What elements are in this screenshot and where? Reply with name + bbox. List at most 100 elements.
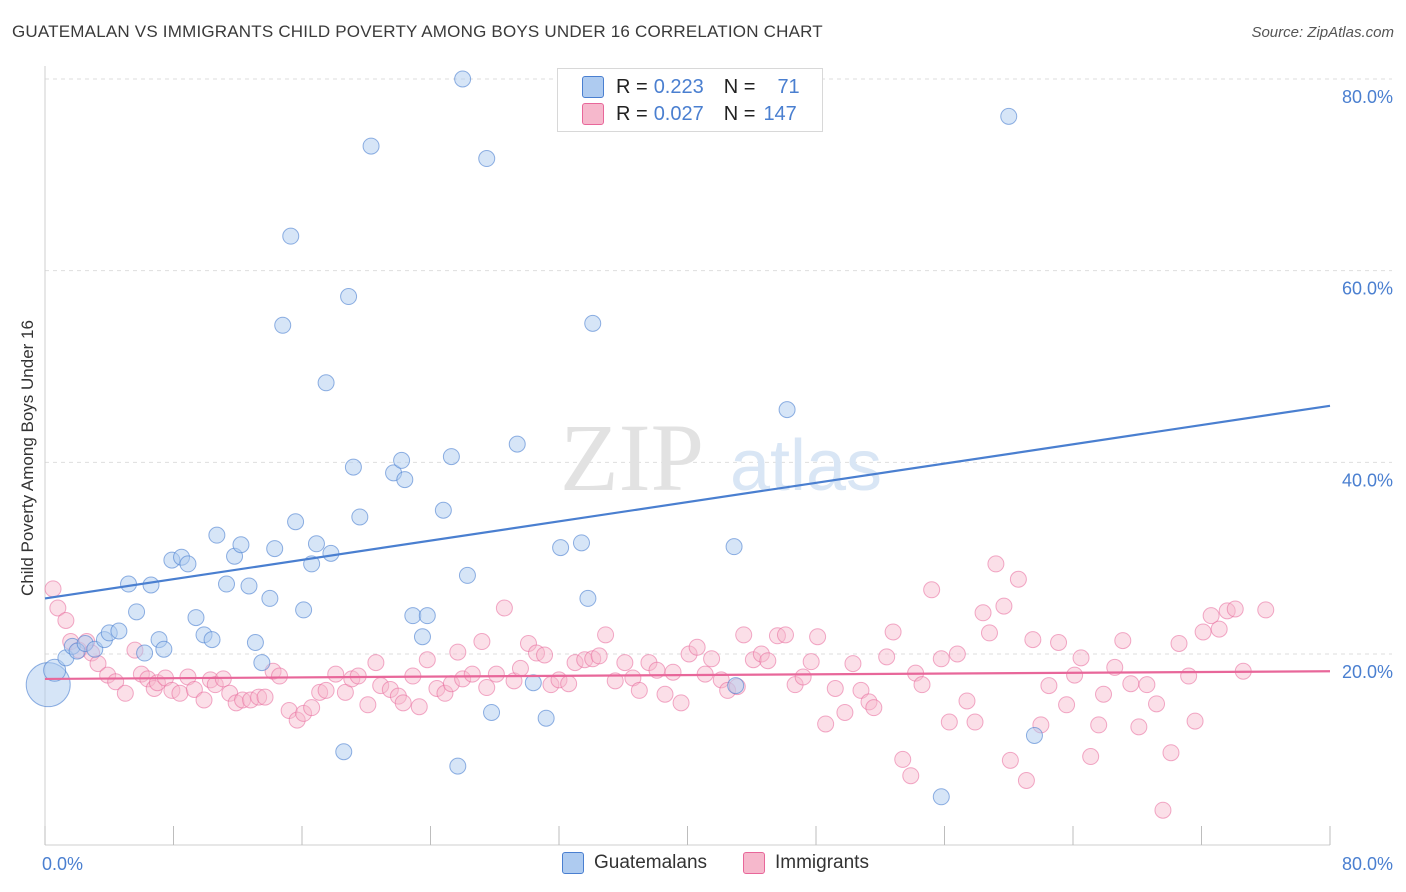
immigrant-point bbox=[894, 750, 912, 768]
immigrant-point bbox=[948, 645, 966, 663]
axes bbox=[44, 66, 1331, 846]
immigrant-point bbox=[1058, 696, 1076, 714]
immigrant-point bbox=[923, 581, 941, 599]
guatemalan-point bbox=[932, 788, 950, 806]
immigrant-point bbox=[1180, 667, 1198, 685]
immigrant-point bbox=[463, 665, 481, 683]
immigrant-point bbox=[844, 655, 862, 673]
immigrant-point bbox=[664, 663, 682, 681]
chart-title: GUATEMALAN VS IMMIGRANTS CHILD POVERTY A… bbox=[12, 22, 823, 41]
y-tick-label: 60.0% bbox=[1342, 279, 1393, 299]
immigrant-point bbox=[1090, 716, 1108, 734]
trend-lines bbox=[44, 404, 1331, 681]
guatemalan-point bbox=[396, 471, 414, 489]
immigrant-point bbox=[958, 692, 976, 710]
guatemalan-point bbox=[335, 743, 353, 761]
guatemalan-point bbox=[307, 535, 325, 553]
immigrant-point bbox=[656, 685, 674, 703]
guatemalan-point bbox=[208, 526, 226, 544]
bottom-legend-label: Guatemalans bbox=[594, 852, 708, 873]
immigrant-point bbox=[616, 654, 634, 672]
immigrant-point bbox=[116, 684, 134, 702]
immigrant-point bbox=[317, 681, 335, 699]
guatemalan-point bbox=[43, 658, 67, 682]
tick-labels: 20.0% 40.0% 60.0% 80.0% 0.0% 80.0% bbox=[42, 87, 1393, 874]
immigrant-point bbox=[49, 599, 67, 617]
bottom-swatch-blue bbox=[562, 852, 584, 874]
guatemalan-point bbox=[454, 70, 472, 88]
immigrant-point bbox=[987, 555, 1005, 573]
immigrant-point bbox=[288, 711, 306, 729]
legend-r-label: R = bbox=[616, 102, 648, 125]
immigrant-point bbox=[303, 699, 321, 717]
immigrant-point bbox=[590, 647, 608, 665]
immigrant-point bbox=[185, 680, 203, 698]
immigrant-point bbox=[932, 650, 950, 668]
immigrant-point bbox=[44, 580, 62, 598]
legend-n-label: N = bbox=[723, 102, 756, 125]
guatemalan-point bbox=[253, 654, 271, 672]
legend-r-value: 0.223 bbox=[653, 75, 704, 98]
immigrant-point bbox=[487, 665, 505, 683]
immigrant-point bbox=[902, 767, 920, 785]
immigrant-point bbox=[256, 688, 274, 706]
immigrant-point bbox=[418, 651, 436, 669]
guatemalan-point bbox=[142, 576, 160, 594]
immigrant-point bbox=[817, 715, 835, 733]
immigrant-point bbox=[630, 681, 648, 699]
immigrant-point bbox=[1040, 677, 1058, 695]
immigrant-point bbox=[752, 645, 770, 663]
immigrant-point bbox=[454, 670, 472, 688]
guatemalan-point bbox=[136, 644, 154, 662]
immigrants-points bbox=[44, 555, 1275, 819]
guatemalan-point bbox=[579, 589, 597, 607]
guatemalan-point bbox=[187, 609, 205, 627]
immigrant-point bbox=[1202, 607, 1220, 625]
immigrant-point bbox=[878, 648, 896, 666]
guatemalan-point bbox=[725, 538, 743, 556]
immigrant-point bbox=[536, 646, 554, 664]
guatemalan-point bbox=[413, 628, 431, 646]
legend-row-guatemalans: R = 0.223 N = 71 bbox=[582, 75, 800, 99]
immigrant-point bbox=[1210, 620, 1228, 638]
guatemalans-points bbox=[25, 70, 1043, 806]
immigrant-point bbox=[201, 671, 219, 689]
immigrant-point bbox=[852, 681, 870, 699]
guatemalan-point bbox=[155, 640, 173, 658]
immigrant-point bbox=[1066, 666, 1084, 684]
immigrant-point bbox=[826, 680, 844, 697]
guatemalan-point bbox=[344, 458, 362, 476]
legend-swatch-pink bbox=[582, 103, 604, 125]
guatemalan-point bbox=[218, 575, 236, 593]
y-tick-label: 40.0% bbox=[1342, 470, 1393, 490]
immigrant-point bbox=[250, 688, 268, 706]
immigrant-point bbox=[980, 624, 998, 642]
guatemalan-point bbox=[442, 448, 460, 466]
guatemalan-point bbox=[778, 401, 796, 419]
immigrant-point bbox=[1162, 744, 1180, 762]
source-label: Source: ZipAtlas.com bbox=[1251, 24, 1394, 41]
immigrant-point bbox=[367, 654, 385, 672]
immigrant-point bbox=[1017, 772, 1035, 789]
immigrant-point bbox=[145, 680, 163, 697]
guatemalan-point bbox=[404, 607, 422, 625]
guatemalan-point bbox=[232, 536, 250, 554]
guatemalan-point bbox=[203, 631, 221, 649]
guatemalan-point bbox=[274, 316, 292, 334]
immigrant-point bbox=[473, 633, 491, 651]
immigrant-point bbox=[1257, 601, 1275, 619]
immigrant-point bbox=[449, 643, 467, 661]
immigrant-point bbox=[1095, 685, 1113, 703]
legend-n-value: 147 bbox=[763, 102, 797, 125]
immigrant-point bbox=[1130, 718, 1148, 736]
bottom-legend-immigrants: Immigrants bbox=[743, 852, 869, 874]
legend-row-immigrants: R = 0.027 N = 147 bbox=[582, 102, 797, 126]
immigrant-point bbox=[995, 597, 1013, 615]
immigrant-point bbox=[57, 611, 75, 629]
immigrant-point bbox=[1114, 632, 1132, 650]
immigrant-point bbox=[809, 628, 827, 646]
guatemalan-point bbox=[1025, 726, 1043, 744]
immigrant-point bbox=[478, 679, 496, 697]
immigrant-point bbox=[195, 691, 213, 709]
immigrant-point bbox=[511, 659, 529, 677]
